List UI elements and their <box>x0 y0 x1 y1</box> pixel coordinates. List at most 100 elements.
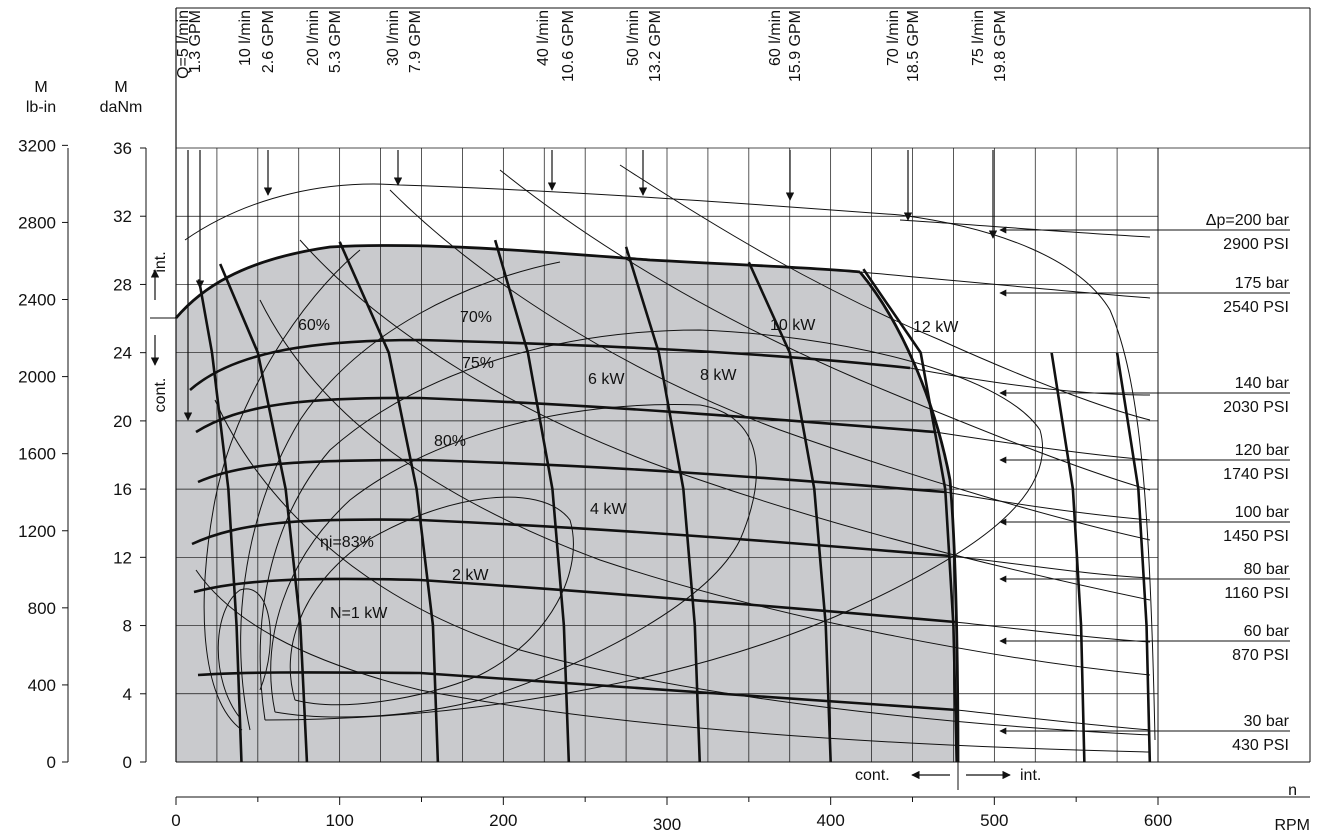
thin-curve <box>240 261 561 731</box>
danm-tick-label: 28 <box>113 275 132 294</box>
danm-axis-label-unit: daNm <box>100 99 143 116</box>
thin-curve <box>259 299 1151 676</box>
int-label-horizontal: int. <box>1020 767 1041 784</box>
danm-axis-label-m: M <box>114 79 127 96</box>
flow-line <box>493 239 571 763</box>
continuous-operation-area <box>176 245 958 762</box>
int-label-vertical: int. <box>152 251 169 272</box>
pressure-label-bar: 120 bar <box>1235 442 1290 459</box>
pressure-label-bar: 175 bar <box>1235 275 1290 292</box>
power-label: 4 kW <box>590 501 627 518</box>
flow-line <box>747 261 832 763</box>
pressure-label-psi: 870 PSI <box>1232 647 1289 664</box>
cont-int-boundary <box>858 271 960 763</box>
flow-line <box>218 263 309 763</box>
pressure-line <box>191 518 951 558</box>
pressure-line <box>193 577 956 624</box>
lbin-tick-label: 3200 <box>18 136 56 155</box>
danm-tick-label: 36 <box>113 139 132 158</box>
pressure-label-psi: 430 PSI <box>1232 737 1289 754</box>
efficiency-label: ηi=83% <box>320 534 374 551</box>
thin-curve <box>619 164 1151 421</box>
x-tick-label: 200 <box>489 811 517 830</box>
danm-tick-label: 24 <box>113 344 132 363</box>
flow-label-lmin: Q=5 l/min <box>175 10 192 79</box>
flow-label-gpm: 15.9 GPM <box>787 10 804 82</box>
x-tick-label: 100 <box>325 811 353 830</box>
danm-tick-label: 16 <box>113 480 132 499</box>
flow-label-lmin: 60 l/min <box>767 10 784 66</box>
efficiency-label: 60% <box>298 317 330 334</box>
danm-tick-label: 20 <box>113 412 132 431</box>
x-tick-label: 600 <box>1144 811 1172 830</box>
lbin-tick-label: 400 <box>28 676 56 695</box>
x-tick-label: 0 <box>171 811 180 830</box>
flow-label-lmin: 40 l/min <box>535 10 552 66</box>
pressure-line <box>189 338 911 391</box>
lbin-tick-label: 2000 <box>18 368 56 387</box>
thin-curve <box>195 569 1151 753</box>
efficiency-label: 80% <box>434 433 466 450</box>
thin-curve <box>299 239 1151 601</box>
pressure-label-bar: 60 bar <box>1244 623 1290 640</box>
flow-label-gpm: 10.6 GPM <box>560 10 577 82</box>
thin-curve <box>203 249 361 731</box>
pressure-line <box>195 396 936 434</box>
flow-line <box>624 246 702 763</box>
x-tick-label: 300 <box>653 815 681 834</box>
danm-tick-label: 4 <box>123 685 132 704</box>
flow-line <box>1115 352 1152 763</box>
flow-line <box>338 241 440 763</box>
power-label: N=1 kW <box>330 605 388 622</box>
pressure-label-psi: 1740 PSI <box>1223 466 1289 483</box>
pressure-line <box>197 671 958 712</box>
danm-tick-label: 32 <box>113 207 132 226</box>
x-axis-label-n: n <box>1288 782 1297 799</box>
axes: 0400800120016002000240028003200048121620… <box>18 136 1310 834</box>
pressure-label-bar: Δp=200 bar <box>1206 212 1290 229</box>
flow-label-lmin: 10 l/min <box>237 10 254 66</box>
pressure-line-extension <box>934 431 1151 461</box>
thin-curve <box>217 588 271 719</box>
lbin-tick-label: 1600 <box>18 445 56 464</box>
flow-line <box>862 268 958 763</box>
thin-curve <box>270 404 757 718</box>
efficiency-power-curves <box>184 164 1156 753</box>
lbin-tick-label: 1200 <box>18 522 56 541</box>
pressure-label-psi: 2900 PSI <box>1223 236 1289 253</box>
efficiency-label: 75% <box>462 355 494 372</box>
pressure-lines <box>174 219 1151 790</box>
flow-label-gpm: 19.8 GPM <box>992 10 1009 82</box>
flow-label-gpm: 5.3 GPM <box>327 10 344 73</box>
flow-label-lmin: 50 l/min <box>625 10 642 66</box>
pressure-label-bar: 140 bar <box>1235 375 1290 392</box>
pressure-line <box>197 458 946 494</box>
pressure-label-bar: 80 bar <box>1244 561 1290 578</box>
pressure-label-psi: 1450 PSI <box>1223 528 1289 545</box>
thin-curve <box>389 189 1151 541</box>
flow-line <box>1050 352 1086 763</box>
cont-label-vertical: cont. <box>152 378 169 413</box>
pressure-label-psi: 2540 PSI <box>1223 299 1289 316</box>
plot-frame <box>175 7 1311 763</box>
power-label: 8 kW <box>700 367 737 384</box>
power-label: 12 kW <box>913 319 959 336</box>
danm-tick-label: 0 <box>123 753 132 772</box>
flow-label-gpm: 1.3 GPM <box>187 10 204 73</box>
power-label: 10 kW <box>770 317 816 334</box>
x-tick-label: 500 <box>980 811 1008 830</box>
flow-lines <box>197 239 1152 763</box>
lbin-tick-label: 0 <box>47 753 56 772</box>
x-axis-label-unit: RPM <box>1274 817 1310 834</box>
pressure-line-extension <box>899 219 1151 238</box>
pressure-label-bar: 100 bar <box>1235 504 1290 521</box>
lbin-tick-label: 2400 <box>18 291 56 310</box>
flow-label-lmin: 20 l/min <box>305 10 322 66</box>
thin-curve <box>214 399 1151 736</box>
x-tick-label: 400 <box>816 811 844 830</box>
flow-label-lmin: 30 l/min <box>385 10 402 66</box>
thin-curve <box>289 496 574 706</box>
pressure-line-extension <box>859 271 1151 299</box>
